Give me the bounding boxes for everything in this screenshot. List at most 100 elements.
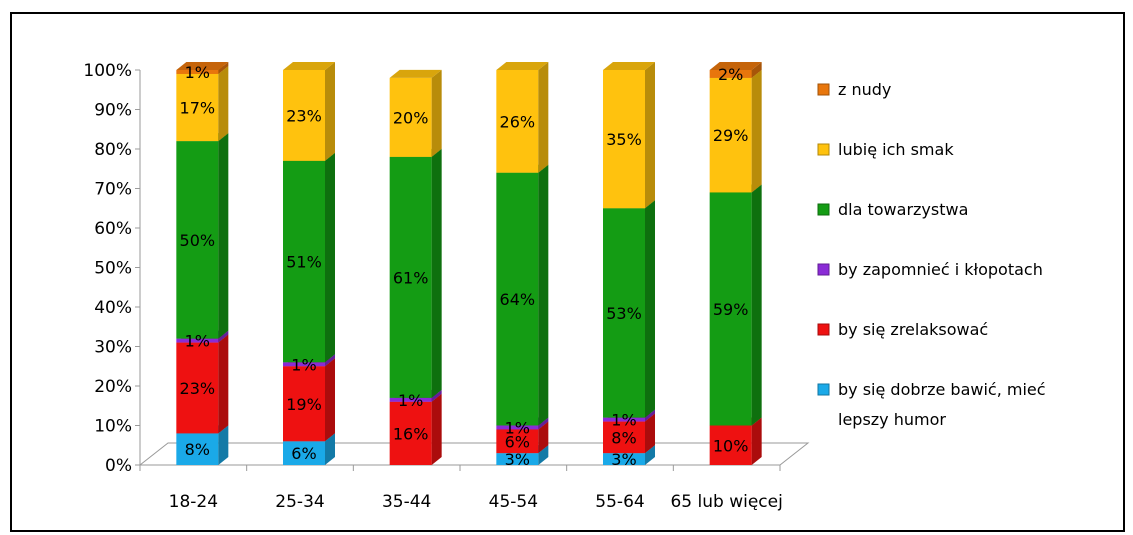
bar-segment-side [325, 433, 335, 465]
data-label: 59% [713, 300, 749, 319]
bar-segment-side [751, 62, 762, 78]
bar-segment [389, 397, 432, 402]
bar-segment [176, 70, 219, 74]
data-label: 6% [291, 444, 316, 463]
bar-segment-top [496, 62, 549, 70]
bar-segment-side [751, 69, 762, 193]
bar-segment [283, 362, 325, 367]
bar-segment [283, 366, 325, 442]
data-label: 64% [500, 290, 536, 309]
x-tick-label: 45-54 [489, 492, 538, 512]
y-tick-label: 50% [94, 259, 132, 279]
y-tick-label: 0% [105, 456, 132, 476]
x-tick-label: 65 lub więcej [670, 492, 782, 512]
bar-segment-side [538, 445, 549, 465]
legend-label: by zapomnieć i kłopotach [838, 260, 1043, 279]
bar-segment [176, 338, 219, 343]
data-label: 23% [180, 379, 216, 398]
legend-label: lepszy humor [838, 410, 946, 429]
x-tick-label: 25-34 [275, 492, 324, 512]
data-label: 8% [185, 440, 210, 459]
bar-segment-top [389, 69, 442, 78]
data-label: 3% [611, 450, 636, 469]
bar-segment [709, 70, 752, 78]
data-label: 3% [505, 450, 530, 469]
bar-segment [603, 208, 645, 418]
bar-segment [709, 77, 752, 193]
data-label: 1% [398, 391, 423, 410]
bar-segment [603, 417, 645, 422]
data-label: 1% [291, 355, 316, 374]
bar-segment-side [431, 69, 442, 157]
bar-segment [283, 160, 325, 363]
bar-segment [176, 141, 219, 339]
data-label: 2% [718, 65, 743, 84]
bar-segment-side [325, 152, 335, 363]
legend-swatch [817, 263, 830, 276]
bar-segment [709, 425, 752, 465]
bar-segment-side [751, 417, 762, 465]
legend-label: z nudy [838, 80, 891, 99]
bar-segment [603, 421, 645, 454]
x-tick-label: 18-24 [169, 492, 218, 512]
y-tick-label: 90% [94, 101, 132, 121]
bar-segment-side [325, 354, 335, 367]
bar-segment-side [645, 445, 655, 465]
bar-segment-side [218, 334, 229, 434]
x-tick-label: 55-64 [595, 492, 644, 512]
data-label: 1% [611, 411, 636, 430]
bar-segment-side [325, 62, 335, 161]
y-tick-label: 10% [94, 417, 132, 437]
data-label: 1% [185, 63, 210, 82]
data-label: 8% [611, 428, 636, 447]
bar-segment-side [218, 62, 229, 74]
data-label: 51% [286, 253, 322, 272]
bar-segment [496, 429, 539, 454]
legend-swatch [817, 203, 830, 216]
bar-segment-side [645, 413, 655, 454]
legend-swatch [817, 383, 830, 396]
bar-segment-side [218, 330, 229, 343]
data-label: 6% [505, 432, 530, 451]
data-label: 23% [286, 106, 322, 125]
y-tick-label: 40% [94, 298, 132, 318]
y-tick-label: 70% [94, 180, 132, 200]
y-tick-label: 60% [94, 219, 132, 239]
bar-segment-side [431, 389, 442, 402]
bar-segment [283, 70, 325, 161]
bar-segment-side [538, 417, 549, 430]
bar-segment-side [431, 148, 442, 398]
data-label: 20% [393, 108, 429, 127]
data-label: 50% [180, 231, 216, 250]
legend-swatch [817, 323, 830, 336]
data-label: 61% [393, 268, 429, 287]
bar-segment [709, 192, 752, 426]
bar-segment-side [218, 65, 229, 142]
data-label: 16% [393, 424, 429, 443]
bar-segment-side [645, 409, 655, 422]
bar-segment-top [176, 62, 229, 70]
y-tick-label: 80% [94, 140, 132, 160]
bar-segment [283, 441, 325, 465]
legend-swatch [817, 83, 830, 96]
bar-segment [496, 70, 539, 173]
data-label: 1% [185, 332, 210, 351]
bar-segment [389, 77, 432, 157]
legend-label: lubię ich smak [838, 140, 954, 159]
bar-segment-top [709, 62, 762, 70]
data-label: 17% [180, 99, 216, 118]
data-label: 26% [500, 112, 536, 131]
bar-segment-side [325, 358, 335, 442]
data-label: 53% [606, 304, 642, 323]
x-tick-label: 35-44 [382, 492, 431, 512]
bar-segment-side [751, 184, 762, 426]
legend-swatch [817, 143, 830, 156]
bar-segment-side [218, 425, 229, 465]
bar-segment [496, 453, 539, 465]
data-label: 29% [713, 126, 749, 145]
bar-segment [389, 401, 432, 465]
bar-segment-side [538, 421, 549, 454]
bar-segment-side [645, 62, 655, 209]
chart-floor [138, 442, 810, 466]
